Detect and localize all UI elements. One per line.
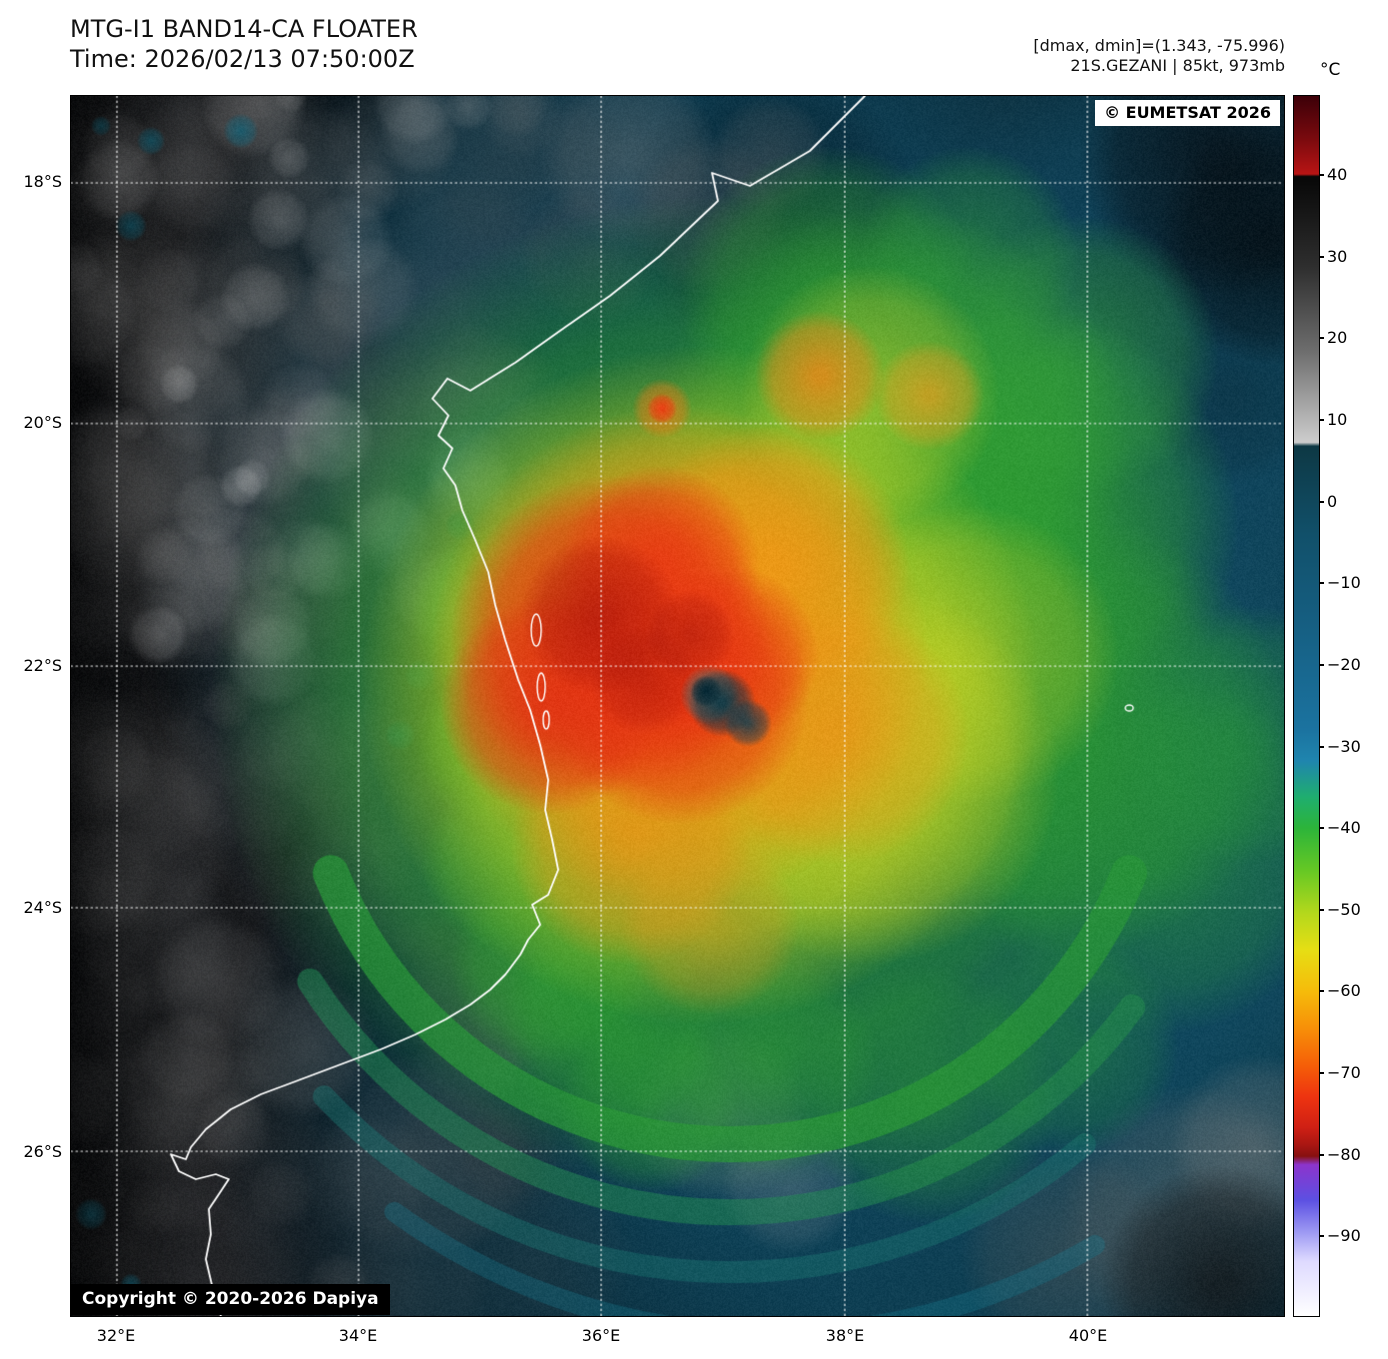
lat-tick-label: 26°S [23,1142,62,1161]
provider-badge: © EUMETSAT 2026 [1095,100,1280,126]
colorbar-tick-label: −10 [1327,573,1361,593]
lat-tick-label: 22°S [23,656,62,675]
lon-tick-label: 38°E [825,1326,865,1345]
storm-info-label: 21S.GEZANI | 85kt, 973mb [1070,56,1285,75]
copyright-label: Copyright © 2020-2026 Dapiya [71,1284,390,1315]
colorbar-tick-label: −40 [1327,818,1361,838]
colorbar [1293,95,1320,1317]
title-block: MTG-I1 BAND14-CA FLOATER Time: 2026/02/1… [70,14,418,74]
colorbar-tick-label: −30 [1327,736,1361,756]
satellite-map: © EUMETSAT 2026 Copyright © 2020-2026 Da… [70,95,1285,1317]
colorbar-tick-label: 30 [1327,246,1348,266]
figure-title: MTG-I1 BAND14-CA FLOATER [70,15,418,43]
info-block: [dmax, dmin]=(1.343, -75.996) 21S.GEZANI… [1033,36,1285,76]
lon-tick-label: 32°E [96,1326,136,1345]
lat-tick-label: 24°S [23,898,62,917]
colorbar-tick-label: 0 [1327,491,1338,511]
lon-tick-label: 36°E [581,1326,621,1345]
colorbar-tick-label: −60 [1327,981,1361,1001]
colorbar-tick-label: 10 [1327,409,1348,429]
colorbar-tick-label: −80 [1327,1144,1361,1164]
lon-tick-label: 34°E [338,1326,378,1345]
colorbar-tick-label: −90 [1327,1226,1361,1246]
colorbar-tick-label: −20 [1327,654,1361,674]
figure-time: Time: 2026/02/13 07:50:00Z [70,45,415,73]
dmax-dmin-label: [dmax, dmin]=(1.343, -75.996) [1033,36,1285,55]
lat-tick-label: 20°S [23,413,62,432]
lat-tick-label: 18°S [23,172,62,191]
colorbar-tick-label: 40 [1327,165,1348,184]
lon-tick-label: 40°E [1068,1326,1108,1345]
colorbar-tick-label: −70 [1327,1063,1361,1083]
colorbar-tick-label: 20 [1327,328,1348,348]
satellite-image-canvas [71,96,1284,1316]
colorbar-unit-label: °C [1320,60,1341,80]
colorbar-tick-label: −50 [1327,899,1361,919]
